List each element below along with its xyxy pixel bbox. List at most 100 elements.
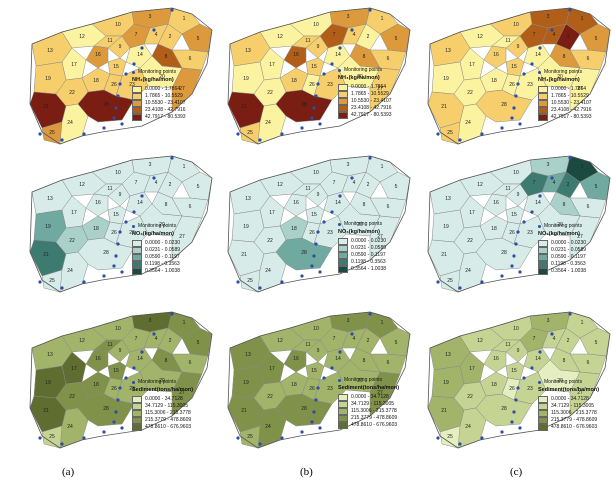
monitoring-point	[568, 8, 572, 12]
subbasin-label: 3	[149, 162, 152, 168]
subbasin-16	[283, 349, 307, 373]
subbasin-label: 11	[505, 38, 510, 44]
monitoring-point	[338, 194, 342, 198]
monitoring-point	[500, 126, 504, 130]
legend-range: 1.7865 - 10.5529	[351, 90, 389, 97]
subbasin-label: 9	[119, 192, 122, 198]
monitoring-point	[538, 350, 542, 354]
legend-range: 0.1198 - 0.3563	[145, 260, 180, 267]
subbasin-label: 3	[347, 14, 350, 20]
subbasin-28	[475, 237, 533, 271]
subbasin-label: 9	[119, 44, 122, 50]
legend: Monitoring points Sediment(tons/ha/mon) 0.…	[538, 380, 599, 431]
monitoring-point-icon	[132, 71, 135, 74]
legend-title: NO₃(kg/ha/mon)	[338, 229, 380, 235]
subbasin-label: 1	[183, 164, 186, 170]
subbasin-label: 25	[247, 278, 253, 284]
monitoring-point	[112, 264, 116, 268]
legend-title: Sediment(tons/ha/mon)	[538, 387, 600, 393]
legend-monitoring-label: Monitoring points	[344, 67, 383, 73]
subbasin-label: 20	[557, 74, 563, 80]
subbasin-label: 9	[517, 44, 520, 50]
subbasin-label: 5	[595, 184, 598, 190]
legend-swatch	[538, 395, 548, 403]
legend-range: 42.7917 - 80.5393	[551, 113, 592, 120]
subbasin-28	[475, 89, 533, 123]
monitoring-point	[300, 430, 304, 434]
monitoring-point	[518, 270, 522, 274]
subbasin-label: 18	[93, 78, 99, 84]
subbasin-label: 4	[353, 336, 356, 342]
subbasin-label: 28	[501, 102, 507, 108]
monitoring-point	[538, 194, 542, 198]
monitoring-point	[132, 366, 136, 370]
subbasin-label: 4	[353, 180, 356, 186]
subbasin-label: 26	[111, 82, 117, 88]
legend-range: 23.4108 - 42.7916	[551, 106, 592, 113]
watershed-outline	[427, 7, 611, 145]
subbasin-label: 23	[129, 230, 135, 236]
monitoring-point	[102, 274, 106, 278]
monitoring-point	[568, 156, 572, 160]
subbasin-28	[475, 393, 533, 427]
subbasin-27	[171, 371, 203, 417]
subbasin-label: 24	[67, 424, 73, 430]
subbasin-label: 15	[113, 368, 119, 374]
monitoring-point	[118, 82, 122, 86]
legend-swatch	[132, 395, 142, 403]
legend-swatch	[538, 246, 548, 254]
monitoring-point	[480, 132, 484, 136]
subbasin-label: 15	[311, 64, 317, 70]
legend-swatch	[338, 400, 348, 408]
subbasin-16	[483, 45, 507, 69]
legend-range: 215.3779 - 478.8609	[351, 414, 398, 421]
legend-range: 0.3564 - 1.0038	[551, 267, 587, 274]
subbasin-label: 18	[291, 226, 297, 232]
legend-range: 0.0231 - 0.0589	[145, 246, 181, 253]
legend-class: 115.3006 - 215.3778	[338, 407, 399, 415]
legend-swatch	[132, 99, 142, 107]
legend-range: 42.7917 - 80.5393	[145, 113, 186, 120]
subbasin-label: 2	[367, 182, 370, 188]
subbasin-label: 10	[115, 22, 121, 28]
subbasin-label: 11	[505, 342, 510, 348]
subbasin-label: 10	[115, 326, 121, 332]
legend-range: 115.3006 - 215.3778	[145, 409, 191, 416]
monitoring-point	[258, 442, 262, 446]
subbasin-label: 21	[441, 252, 447, 258]
subbasin-label: 5	[595, 340, 598, 346]
subbasin-label: 17	[469, 210, 475, 216]
monitoring-point-icon	[538, 225, 541, 228]
legend-swatch	[132, 106, 142, 114]
legend-class: 0.1198 - 0.3563	[538, 260, 586, 268]
monitoring-point	[480, 436, 484, 440]
subbasin-label: 14	[137, 52, 143, 58]
legend-swatch	[338, 237, 348, 245]
monitoring-point	[550, 176, 554, 180]
subbasin-label: 4	[155, 180, 158, 186]
legend-class: 0.0000 - 0.0230	[132, 239, 180, 247]
legend: Monitoring points NO₃(kg/ha/mon) 0.0000 - …	[538, 224, 586, 275]
subbasin-label: 28	[501, 406, 507, 412]
legend-range: 0.0000 - 0.0230	[551, 239, 587, 246]
subbasin-label: 16	[493, 356, 499, 362]
subbasin-label: 23	[527, 82, 533, 88]
subbasin-label: 22	[69, 394, 75, 400]
monitoring-point	[120, 426, 124, 430]
subbasin-label: 10	[313, 326, 319, 332]
legend-range: 23.4108 - 42.7916	[145, 106, 186, 113]
legend-range: 0.0000 - 1.7864	[145, 85, 181, 92]
monitoring-point	[114, 254, 118, 258]
subbasin-label: 26	[509, 82, 515, 88]
subbasin-label: 3	[149, 318, 152, 324]
legend-swatch	[538, 267, 548, 275]
legend-monitoring-label: Monitoring points	[344, 377, 383, 383]
subbasin-label: 16	[293, 200, 299, 206]
monitoring-point	[522, 72, 526, 76]
subbasin-27	[369, 371, 401, 417]
legend-swatch	[338, 244, 348, 252]
monitoring-point-icon	[538, 381, 541, 384]
legend-monitoring-entry: Monitoring points	[538, 380, 599, 385]
subbasin-label: 18	[291, 382, 297, 388]
